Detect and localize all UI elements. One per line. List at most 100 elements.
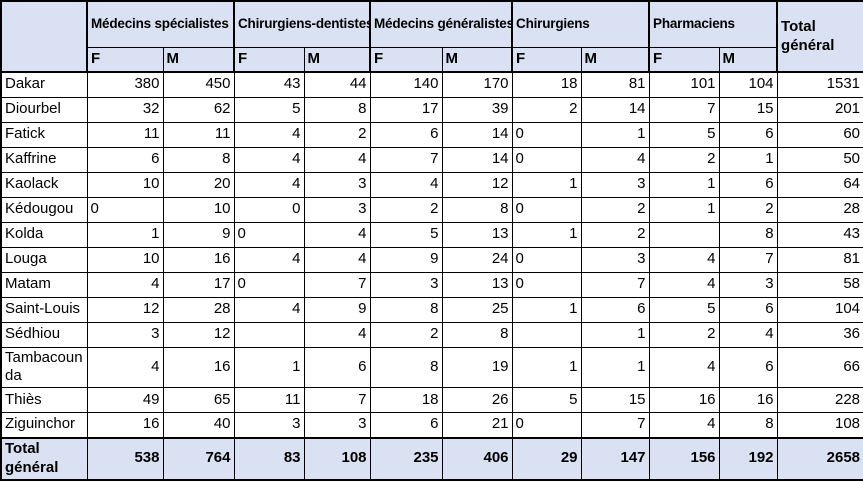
value-cell: 4 [303,321,371,348]
value-cell: 1 [580,321,650,348]
table-row: Thiès 49 65 11 7 18 26 5 15 16 16 228 [0,387,863,413]
group-header-chirurgiens: Chirurgiens [511,0,650,48]
table-row: Matam 4 17 0 7 3 13 0 7 4 3 58 [0,271,863,298]
value-cell: 0 [233,271,305,298]
value-cell: 7 [648,96,720,123]
value-cell: 40 [162,412,235,438]
value-cell: 17 [369,96,443,123]
value-cell: 1 [511,221,582,248]
value-cell: 5 [648,296,720,323]
row-total-cell: 36 [776,321,863,348]
value-cell: 6 [369,121,443,148]
region-cell: Kédougou [0,196,88,223]
region-cell: Matam [0,271,88,298]
region-cell: Dakar [0,71,88,98]
column-group-row: Médecins spécialistes Chirurgiens-dentis… [0,0,863,73]
value-cell: 1 [648,171,720,198]
region-cell: Saint-Louis [0,296,88,323]
table-row: Louga 10 16 4 4 9 24 0 3 4 7 81 [0,246,863,273]
value-cell: 8 [369,296,443,323]
value-cell: 8 [441,321,513,348]
grand-total-value-cell: 147 [580,436,650,480]
value-cell: 3 [86,321,164,348]
value-cell: 62 [162,96,235,123]
value-cell: 1 [580,346,650,388]
value-cell: 0 [511,146,582,173]
value-cell: 2 [580,221,650,248]
sub-header-f: F [233,46,305,73]
value-cell: 1 [86,221,164,248]
value-cell: 7 [718,246,778,273]
table-row: Kolda 1 9 0 4 5 13 1 2 8 43 [0,221,863,248]
value-cell: 16 [718,387,778,413]
sub-header-m: M [580,46,650,73]
value-cell: 1 [580,121,650,148]
region-cell: Kolda [0,221,88,248]
sub-header-m: M [718,46,778,73]
table-header: Médecins spécialistes Chirurgiens-dentis… [0,0,863,73]
row-total-cell: 201 [776,96,863,123]
value-cell: 16 [162,346,235,388]
group-header-medecins-generalistes: Médecins généralistes [369,0,513,48]
value-cell: 5 [511,387,582,413]
value-cell: 3 [303,196,371,223]
value-cell: 11 [162,121,235,148]
corner-cell [0,0,88,73]
value-cell: 25 [441,296,513,323]
value-cell: 2 [648,321,720,348]
region-cell: Ziguinchor [0,412,88,438]
group-header-chirurgiens-dentistes: Chirurgiens-dentistes [232,0,371,48]
grand-total-cell: 2658 [776,436,863,480]
value-cell: 7 [303,271,371,298]
row-total-cell: 104 [776,296,863,323]
value-cell: 6 [303,346,371,388]
value-cell [648,221,720,248]
value-cell: 2 [303,121,371,148]
value-cell: 21 [441,412,513,438]
value-cell: 4 [233,146,305,173]
sub-header-f: F [511,46,582,73]
grand-total-value-cell: 108 [303,436,371,480]
table-row: Sédhiou 3 12 4 2 8 1 2 4 36 [0,321,863,348]
region-cell: Fatick [0,121,88,148]
value-cell: 2 [369,196,443,223]
value-cell [233,321,305,348]
value-cell: 0 [511,412,582,438]
row-total-cell: 50 [776,146,863,173]
value-cell: 3 [303,412,371,438]
value-cell: 28 [162,296,235,323]
value-cell: 7 [580,412,650,438]
value-cell: 16 [86,412,164,438]
group-header-pharmaciens: Pharmaciens [648,0,778,48]
value-cell: 7 [369,146,443,173]
value-cell: 44 [303,71,371,98]
value-cell: 4 [648,346,720,388]
value-cell: 1 [511,346,582,388]
value-cell [511,321,582,348]
table-row: Diourbel 32 62 5 8 17 39 2 14 7 15 201 [0,96,863,123]
value-cell: 9 [303,296,371,323]
region-cell: Diourbel [0,96,88,123]
row-total-cell: 66 [776,346,863,388]
value-cell: 0 [511,196,582,223]
value-cell: 4 [303,146,371,173]
table-row: Tambacounda 4 16 1 6 8 19 1 1 4 6 66 [0,346,863,388]
grand-total-value-cell: 235 [369,436,443,480]
table-row: Kaolack 10 20 4 3 4 12 1 3 1 6 64 [0,171,863,198]
value-cell: 0 [86,196,164,223]
row-total-cell: 108 [776,412,863,438]
value-cell: 170 [441,71,513,98]
value-cell: 18 [369,387,443,413]
value-cell: 32 [86,96,164,123]
value-cell: 9 [162,221,235,248]
table-row: Fatick 11 11 4 2 6 14 0 1 5 6 60 [0,121,863,148]
value-cell: 13 [441,271,513,298]
region-cell: Kaolack [0,171,88,198]
value-cell: 12 [86,296,164,323]
region-cell: Kaffrine [0,146,88,173]
value-cell: 4 [303,246,371,273]
grand-total-value-cell: 83 [233,436,305,480]
region-cell: Thiès [0,387,88,413]
value-cell: 14 [441,146,513,173]
value-cell: 3 [718,271,778,298]
